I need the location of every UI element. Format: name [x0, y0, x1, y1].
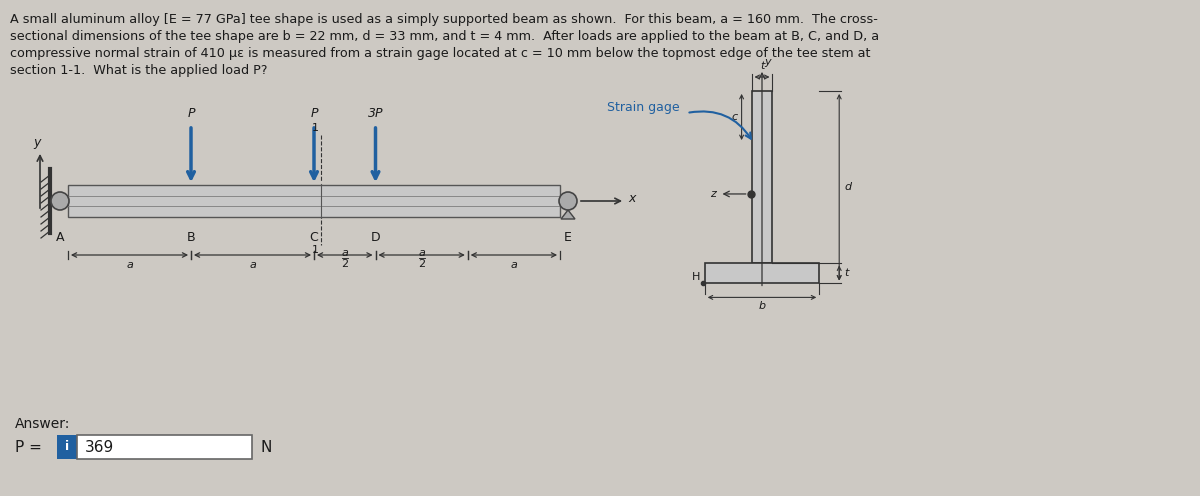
Text: D: D [371, 231, 380, 244]
Text: t: t [845, 268, 848, 278]
Text: y: y [764, 57, 770, 67]
Text: a: a [341, 248, 348, 258]
Text: 2: 2 [418, 259, 425, 269]
Bar [68, 185, 560, 217]
Text: a: a [250, 260, 256, 270]
Text: x: x [628, 192, 635, 205]
Circle shape [559, 192, 577, 210]
Text: A small aluminum alloy [E = 77 GPa] tee shape is used as a simply supported beam: A small aluminum alloy [E = 77 GPa] tee … [10, 13, 878, 26]
Text: H: H [691, 272, 700, 282]
Text: N: N [260, 439, 271, 454]
Text: b: b [758, 302, 766, 311]
Polygon shape [562, 210, 575, 219]
Text: P: P [187, 107, 194, 120]
Text: y: y [34, 136, 41, 149]
Text: a: a [418, 248, 425, 258]
Text: section 1-1.  What is the applied load P?: section 1-1. What is the applied load P? [10, 64, 268, 77]
Text: 2: 2 [341, 259, 348, 269]
Text: t: t [760, 61, 764, 71]
Bar [58, 435, 77, 459]
Text: 369: 369 [85, 439, 114, 454]
Text: c: c [732, 112, 738, 122]
Text: d: d [845, 182, 851, 192]
Text: sectional dimensions of the tee shape are b = 22 mm, d = 33 mm, and t = 4 mm.  A: sectional dimensions of the tee shape ar… [10, 30, 880, 43]
Text: a: a [510, 260, 517, 270]
Text: Strain gage: Strain gage [607, 102, 679, 115]
Circle shape [50, 192, 70, 210]
Text: z: z [709, 189, 715, 199]
Text: Answer:: Answer: [14, 417, 71, 431]
Text: a: a [126, 260, 133, 270]
Bar [751, 91, 773, 262]
Text: 1: 1 [312, 245, 319, 255]
Text: i: i [65, 440, 70, 453]
Text: 3P: 3P [367, 107, 383, 120]
Text: C: C [310, 231, 318, 244]
Text: P: P [311, 107, 318, 120]
Text: P =: P = [14, 439, 42, 454]
Text: E: E [564, 231, 572, 244]
Text: A: A [55, 231, 65, 244]
Text: compressive normal strain of 410 με is measured from a strain gage located at c : compressive normal strain of 410 με is m… [10, 47, 870, 60]
Text: B: B [187, 231, 196, 244]
Text: 1: 1 [312, 123, 319, 133]
FancyBboxPatch shape [77, 435, 252, 459]
Bar [704, 262, 820, 283]
